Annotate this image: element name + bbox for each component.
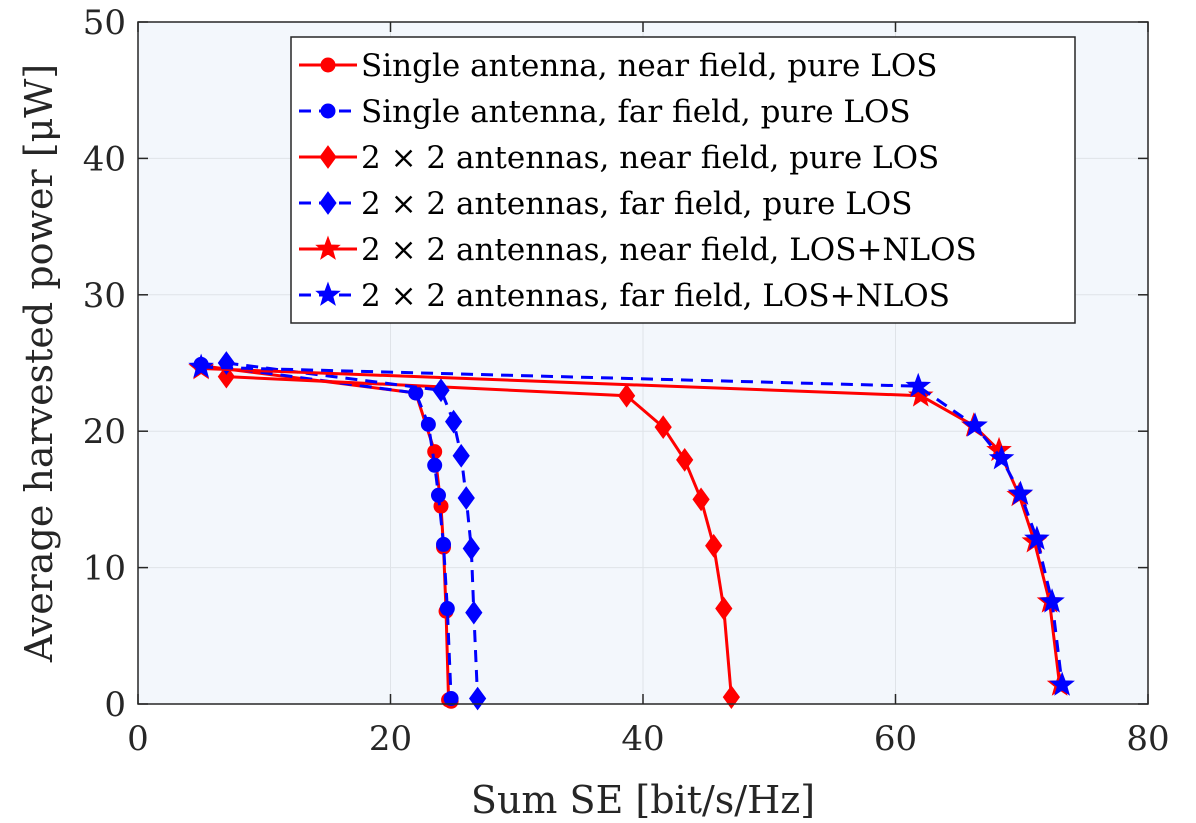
y-tick-label: 10: [83, 549, 126, 589]
data-point: [439, 601, 455, 617]
data-point: [443, 691, 459, 707]
data-point: [654, 415, 672, 439]
series-line: [201, 365, 1064, 686]
data-point: [1024, 525, 1050, 550]
data-point: [465, 600, 483, 625]
series-4: [217, 351, 487, 711]
legend-label: 2 × 2 antennas, far field, LOS+NLOS: [361, 278, 950, 314]
series-6: [188, 353, 1075, 696]
data-point: [1039, 588, 1065, 613]
axes-frame: [137, 21, 1149, 705]
series-line: [226, 375, 733, 698]
x-tick-label: 80: [1126, 719, 1169, 759]
data-point: [705, 533, 723, 558]
legend-label: Single antenna, near field, pure LOS: [361, 48, 937, 84]
legend-marker: [320, 57, 336, 73]
legend-label: Single antenna, far field, pure LOS: [361, 94, 911, 130]
data-point: [436, 536, 452, 552]
legend-entry: 2 × 2 antennas, far field, pure LOS: [299, 186, 912, 222]
legend-entry: 2 × 2 antennas, far field, LOS+NLOS: [299, 278, 950, 314]
legend-marker: [319, 145, 337, 169]
y-tick-label: 40: [83, 139, 126, 179]
data-point: [217, 364, 235, 389]
data-point: [432, 378, 450, 403]
legend: Single antenna, near field, pure LOS Sing…: [290, 36, 1076, 324]
data-point: [692, 487, 710, 512]
series-2: [193, 356, 459, 707]
data-point: [457, 486, 475, 510]
data-point: [962, 412, 988, 437]
data-point: [462, 536, 480, 561]
data-point: [452, 443, 470, 468]
x-tick-label: 60: [874, 719, 917, 759]
legend-label: 2 × 2 antennas, near field, LOS+NLOS: [361, 232, 977, 268]
tick-labels: 0 20 40 60 80 0 10 20 30 40 50: [83, 3, 1170, 759]
legend-entry: 2 × 2 antennas, near field, pure LOS: [299, 140, 939, 176]
data-point: [722, 685, 740, 710]
data-point: [445, 409, 463, 434]
data-point: [988, 445, 1015, 470]
y-tick-label: 50: [83, 3, 126, 43]
legend-entry: 2 × 2 antennas, near field, LOS+NLOS: [299, 232, 977, 268]
legend-marker: [320, 103, 336, 119]
x-tick-label: 20: [369, 719, 412, 759]
data-point: [427, 457, 443, 473]
series-3: [217, 364, 740, 710]
x-tick-label: 0: [127, 719, 149, 759]
data-point: [1049, 671, 1075, 696]
data-point: [1007, 480, 1034, 505]
legend-label: 2 × 2 antennas, near field, pure LOS: [361, 140, 939, 176]
x-axis-title: Sum SE [bit/s/Hz]: [471, 778, 815, 822]
y-tick-label: 0: [104, 685, 126, 725]
legend-entry: Single antenna, far field, pure LOS: [299, 94, 911, 130]
data-point: [617, 383, 636, 408]
y-axis-title: Average harvested power [μW]: [17, 64, 61, 663]
axes-box: [137, 21, 1149, 705]
legend-marker: [315, 281, 341, 306]
y-tick-label: 30: [83, 276, 126, 316]
data-point: [676, 447, 694, 472]
data-point: [430, 487, 446, 503]
y-tick-label: 20: [83, 412, 126, 452]
legend-box: [290, 36, 1076, 324]
data-point: [905, 372, 932, 398]
legend-marker: [319, 191, 337, 215]
data-point: [715, 596, 733, 621]
data-point: [188, 353, 214, 378]
series-layer: [188, 351, 1075, 711]
legend-entry: Single antenna, near field, pure LOS: [299, 48, 937, 84]
data-point: [420, 416, 436, 432]
x-tick-label: 40: [621, 719, 664, 759]
legend-label: 2 × 2 antennas, far field, pure LOS: [361, 186, 912, 222]
legend-marker: [315, 235, 341, 260]
